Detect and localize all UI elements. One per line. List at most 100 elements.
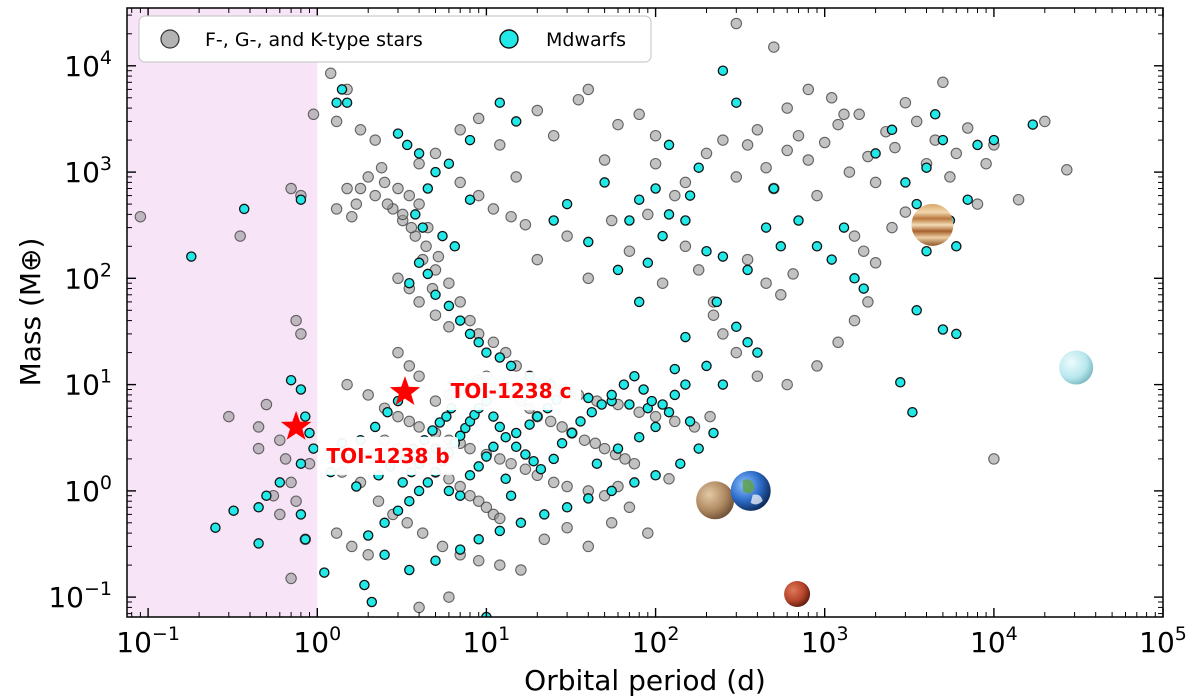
mdwarf-point: [410, 209, 421, 220]
legend-box: [138, 15, 652, 63]
mdwarf-point: [650, 470, 661, 481]
fgk-star-point: [290, 314, 302, 327]
mdwarf-point: [650, 421, 661, 433]
fgk-star-point: [252, 421, 265, 433]
mdwarf-point: [404, 564, 415, 576]
mdwarf-point: [331, 97, 342, 108]
fgk-star-point: [494, 512, 506, 525]
annotation-star-marker: [280, 410, 312, 440]
mdwarf-point: [793, 215, 804, 226]
fgk-star-point: [751, 124, 764, 136]
fgk-star-point: [505, 457, 517, 470]
mdwarf-point: [717, 251, 729, 262]
fgk-star-point: [561, 521, 573, 534]
mdwarf-point: [505, 360, 517, 372]
solar-system-planets: [696, 203, 1094, 607]
fgk-star-point: [843, 166, 856, 178]
mdwarf-point: [701, 245, 712, 257]
mdwarf-point: [731, 97, 742, 108]
mdwarf-point: [951, 328, 962, 340]
mdwarf-point: [473, 461, 484, 472]
fgk-star-point: [669, 415, 681, 428]
mdwarf-point: [742, 264, 753, 276]
fgk-star-point: [869, 176, 882, 189]
mdwarf-point: [274, 477, 286, 488]
fgk-star-point: [350, 198, 363, 210]
y-tick-label: 103: [64, 153, 112, 189]
fgk-star-point: [531, 253, 544, 266]
fgk-star-point: [401, 517, 413, 529]
mdwarf-point: [921, 245, 932, 257]
mdwarf-point: [988, 134, 1000, 146]
fgk-star-point: [413, 157, 425, 170]
mdwarf-point: [895, 377, 906, 388]
fgk-star-point: [378, 176, 391, 189]
fgk-star-point: [663, 473, 675, 485]
mdwarf-point: [680, 331, 691, 343]
fgk-star-point: [392, 410, 404, 423]
annotation-label-box: [441, 372, 581, 411]
fgk-star-point: [295, 328, 307, 340]
fgk-star-point: [494, 139, 506, 151]
fgk-star-point: [582, 540, 595, 553]
fgk-star-point: [260, 398, 273, 411]
mdwarf-point: [359, 579, 370, 591]
mdwarf-point: [646, 395, 658, 407]
mdwarf-point: [684, 190, 696, 201]
mdwarf-point: [583, 236, 594, 248]
mdwarf-point: [505, 490, 517, 501]
mdwarf-point: [606, 389, 617, 401]
fgk-star-point: [290, 495, 302, 507]
fgk-star-point: [623, 501, 636, 514]
mdwarf-point: [663, 406, 675, 418]
fgk-star-point: [781, 102, 793, 114]
fgk-star-point: [741, 253, 754, 266]
fgk-star-point: [396, 208, 409, 221]
mdwarf-point: [633, 296, 645, 308]
mdwarf-point: [454, 315, 466, 326]
mdwarf-point: [295, 458, 307, 469]
mdwarf-point: [711, 296, 723, 308]
mdwarf-point: [295, 509, 307, 520]
mdwarf-point: [657, 399, 668, 410]
fgk-star-point: [413, 370, 425, 382]
mdwarf-point: [295, 194, 307, 205]
mdwarf-point: [308, 443, 319, 454]
fgk-star-point: [454, 480, 466, 493]
mdwarf-point: [657, 230, 668, 242]
mdwarf-point: [304, 427, 315, 439]
fgk-star-point: [472, 495, 485, 507]
mdwarf-point: [295, 384, 307, 395]
fgk-star-point: [950, 147, 963, 160]
fgk-star-point: [413, 198, 425, 210]
mdwarf-point: [336, 84, 348, 95]
fgk-star-point: [832, 336, 844, 349]
mdwarf-point: [675, 458, 686, 469]
mdwarf-point: [392, 505, 404, 516]
mdwarf-point: [253, 502, 264, 513]
fgk-star-point: [531, 104, 544, 117]
mdwarf-point: [510, 427, 522, 439]
fgk-star-point: [649, 129, 662, 142]
mdwarf-point: [413, 148, 425, 159]
fgk-star-point: [802, 154, 815, 166]
mdwarf-point: [693, 162, 704, 173]
fgk-star-point: [853, 108, 865, 121]
legend-label-mdwarfs: Mdwarfs: [546, 29, 626, 51]
mdwarf-point: [494, 525, 506, 537]
fgk-star-point: [454, 124, 466, 136]
fgk-star-point: [857, 245, 870, 257]
fgk-star-point: [612, 118, 624, 131]
fgk-star-point: [589, 437, 602, 450]
fgk-star-point: [413, 296, 425, 308]
fgk-star-point: [561, 230, 573, 242]
planet-jupiter: [911, 203, 954, 246]
y-tick-label: 100: [64, 472, 112, 508]
fgk-star-point: [403, 360, 416, 372]
fgk-star-point: [472, 554, 485, 567]
mdwarf-point: [481, 451, 492, 462]
fgk-star-point: [464, 314, 476, 327]
fgk-star-point: [605, 517, 618, 529]
fgk-star-point: [346, 540, 358, 553]
fgk-star-point: [432, 250, 445, 263]
